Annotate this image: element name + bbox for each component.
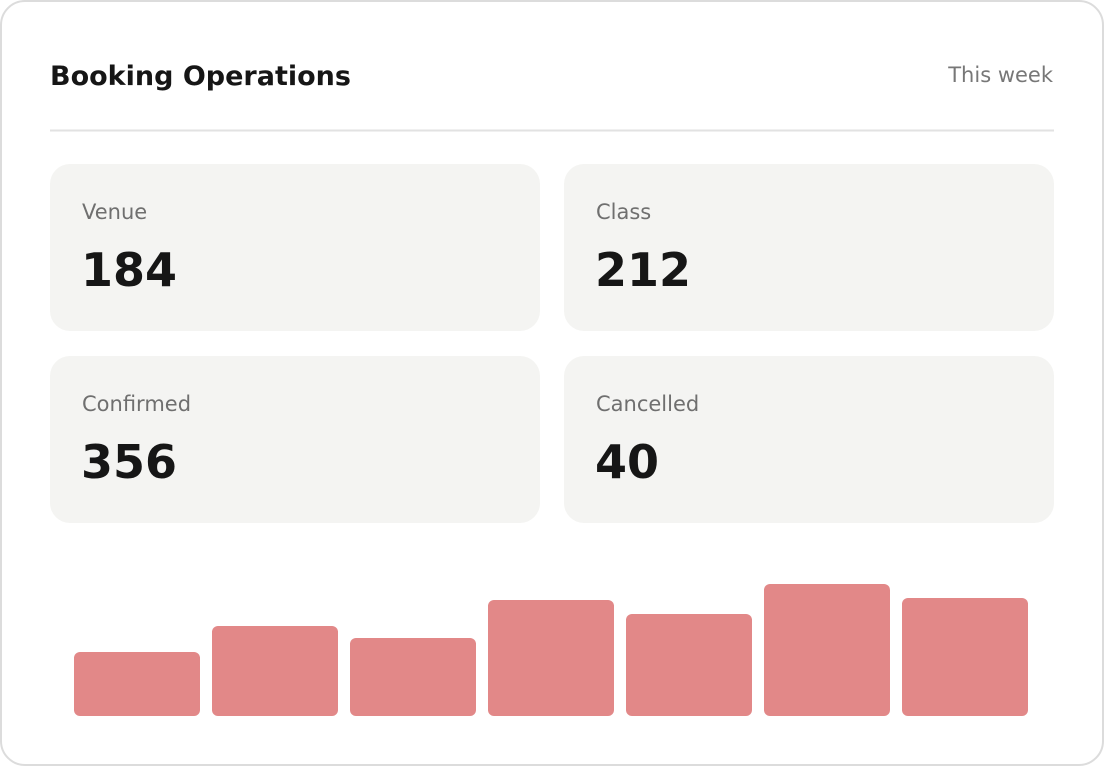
bar (212, 626, 338, 716)
stat-label: Class (596, 200, 651, 224)
bar (902, 598, 1028, 716)
stat-label: Venue (82, 200, 147, 224)
bar (626, 614, 752, 716)
period-label: This week (947, 63, 1054, 87)
stat-label: Cancelled (596, 392, 699, 416)
bar-chart (74, 584, 1028, 716)
stat-tile (564, 356, 1054, 523)
stat-tile (564, 164, 1054, 331)
stat-grid: Venue 184 Class 212 Confirmed 356 Cancelled 40 (50, 164, 1054, 523)
stat-value: 184 (81, 243, 177, 297)
bar (350, 638, 476, 716)
stat-tile (50, 164, 540, 331)
bar (74, 652, 200, 716)
stat-value: 212 (595, 243, 691, 297)
bar (764, 584, 890, 716)
card-title: Booking Operations (50, 61, 351, 92)
bar (488, 600, 614, 716)
stat-value: 356 (81, 435, 177, 489)
stat-label: Confirmed (82, 392, 191, 416)
stat-tile (50, 356, 540, 523)
stat-value: 40 (595, 435, 659, 489)
